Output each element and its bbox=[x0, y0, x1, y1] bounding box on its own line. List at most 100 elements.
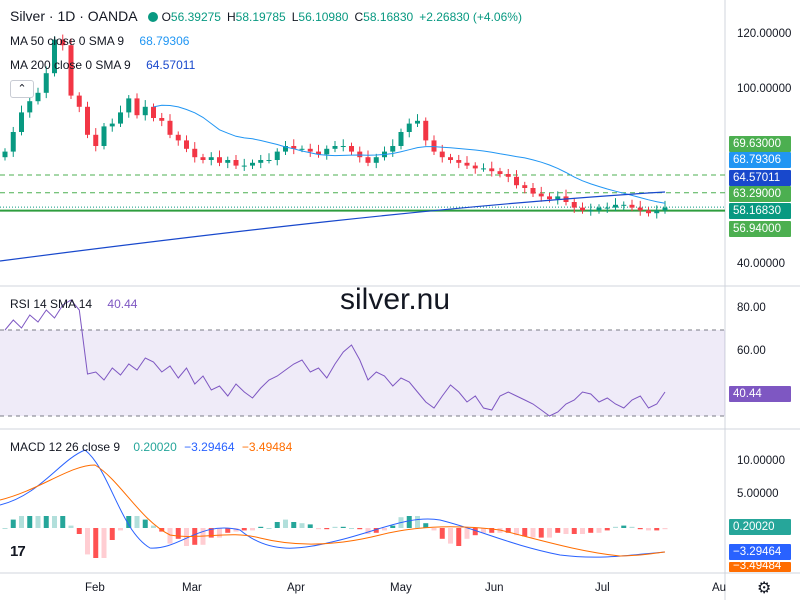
macd-histogram-bar bbox=[35, 516, 41, 528]
macd-histogram-bar bbox=[596, 528, 602, 533]
candle-body bbox=[406, 123, 412, 132]
macd-histogram-bar bbox=[332, 526, 338, 528]
candle-body bbox=[274, 151, 280, 160]
macd-histogram-bar bbox=[464, 528, 470, 539]
candle-body bbox=[654, 210, 660, 214]
macd-histogram-bar bbox=[266, 528, 272, 529]
candle-body bbox=[349, 146, 354, 152]
macd-histogram-bar bbox=[151, 525, 156, 528]
macd-histogram-bar bbox=[118, 528, 123, 531]
macd-tag-signal: −3.49484 bbox=[729, 562, 791, 572]
candle-body bbox=[365, 157, 371, 163]
candle-body bbox=[431, 140, 437, 152]
macd-histogram-bar bbox=[217, 528, 222, 538]
ma200-legend[interactable]: MA 200 close 0 SMA 9 64.57011 bbox=[10, 57, 199, 73]
macd-histogram-bar bbox=[522, 528, 528, 537]
candle-body bbox=[571, 202, 577, 208]
ma200-value: 64.57011 bbox=[146, 58, 196, 72]
candle-body bbox=[217, 157, 222, 163]
open-value: 56.39275 bbox=[170, 10, 221, 24]
candle-body bbox=[283, 146, 288, 152]
candle-body bbox=[118, 112, 123, 124]
macd-tag-hist: 0.20020 bbox=[729, 519, 791, 535]
candle-body bbox=[357, 151, 363, 158]
rsi-legend[interactable]: RSI 14 SMA 14 40.44 bbox=[10, 296, 141, 312]
candle-body bbox=[646, 210, 651, 214]
rsi-value: 40.44 bbox=[107, 297, 138, 311]
candle-body bbox=[225, 160, 231, 163]
candle-body bbox=[596, 207, 602, 211]
price-axis-tick: 120.00000 bbox=[737, 28, 792, 40]
macd-histogram-bar bbox=[621, 525, 627, 528]
macd-histogram-bar bbox=[43, 516, 49, 528]
macd-histogram-bar bbox=[571, 528, 577, 534]
rsi-tag: 40.44 bbox=[729, 386, 791, 402]
macd-histogram-bar bbox=[93, 528, 99, 558]
candle-body bbox=[208, 157, 214, 160]
candle-body bbox=[316, 151, 321, 155]
tradingview-logo[interactable]: 17 bbox=[10, 543, 26, 560]
candle-body bbox=[192, 148, 198, 158]
candle-body bbox=[448, 157, 453, 160]
macd-histogram-bar bbox=[233, 528, 239, 532]
macd-histogram-bar bbox=[60, 516, 66, 528]
macd-histogram-bar bbox=[604, 528, 610, 531]
candle-body bbox=[662, 207, 668, 211]
candle-body bbox=[159, 118, 165, 121]
candle-body bbox=[60, 39, 66, 46]
candle-body bbox=[291, 146, 297, 149]
macd-histogram-bar bbox=[52, 516, 57, 528]
macd-histogram-bar bbox=[406, 516, 412, 528]
macd-histogram-bar bbox=[126, 516, 132, 528]
rsi-label: RSI 14 SMA 14 bbox=[10, 297, 93, 311]
macd-histogram-bar bbox=[415, 516, 420, 528]
macd-histogram-bar bbox=[258, 526, 264, 528]
candle-body bbox=[464, 162, 470, 166]
candle-body bbox=[151, 106, 156, 118]
symbol-title: Silver · 1D · OANDA bbox=[10, 8, 138, 24]
macd-histogram-bar bbox=[27, 516, 33, 528]
candle-body bbox=[200, 157, 206, 160]
ma50-line bbox=[153, 104, 666, 204]
macd-histogram-bar bbox=[283, 519, 288, 528]
candle-body bbox=[423, 120, 429, 141]
low-value: 56.10980 bbox=[298, 10, 349, 24]
close-value: 58.16830 bbox=[363, 10, 414, 24]
macd-histogram-bar bbox=[538, 528, 544, 538]
macd-legend[interactable]: MACD 12 26 close 9 0.20020 −3.29464 −3.4… bbox=[10, 439, 296, 455]
candle-body bbox=[522, 185, 528, 188]
candle-body bbox=[324, 148, 330, 155]
ma50-legend[interactable]: MA 50 close 0 SMA 9 68.79306 bbox=[10, 33, 193, 49]
macd-histogram-bar bbox=[291, 522, 297, 528]
eye-icon[interactable] bbox=[147, 12, 158, 22]
macd-histogram-bar bbox=[241, 528, 247, 531]
rsi-axis-tick: 80.00 bbox=[737, 302, 766, 314]
macd-histogram-bar bbox=[307, 524, 313, 528]
macd-histogram-bar bbox=[530, 528, 536, 538]
macd-signal-line bbox=[0, 464, 666, 557]
time-axis-tick: Jun bbox=[485, 582, 504, 594]
time-axis-tick: Feb bbox=[85, 582, 105, 594]
macd-histogram-bar bbox=[654, 528, 660, 531]
macd-histogram-bar bbox=[184, 528, 189, 546]
macd-line bbox=[0, 449, 666, 558]
gear-icon[interactable]: ⚙ bbox=[757, 580, 772, 597]
candle-body bbox=[10, 132, 16, 152]
macd-histogram-bar bbox=[208, 528, 214, 538]
macd-histogram-bar bbox=[373, 528, 379, 533]
candle-body bbox=[241, 165, 247, 167]
change-value: +2.26830 (+4.06%) bbox=[419, 10, 522, 24]
macd-histogram-bar bbox=[580, 528, 585, 534]
candle-body bbox=[340, 146, 346, 147]
candle-body bbox=[481, 168, 486, 170]
chevron-up-icon[interactable]: ⌃ bbox=[10, 80, 34, 98]
macd-histogram-bar bbox=[563, 528, 569, 534]
macd-histogram-bar bbox=[448, 528, 453, 544]
candle-body bbox=[2, 151, 8, 158]
macd-histogram-bar bbox=[101, 528, 107, 558]
rsi-band bbox=[0, 330, 725, 416]
time-axis-tick: Jul bbox=[595, 582, 610, 594]
candle-body bbox=[580, 207, 585, 211]
close-label: C bbox=[354, 10, 364, 24]
